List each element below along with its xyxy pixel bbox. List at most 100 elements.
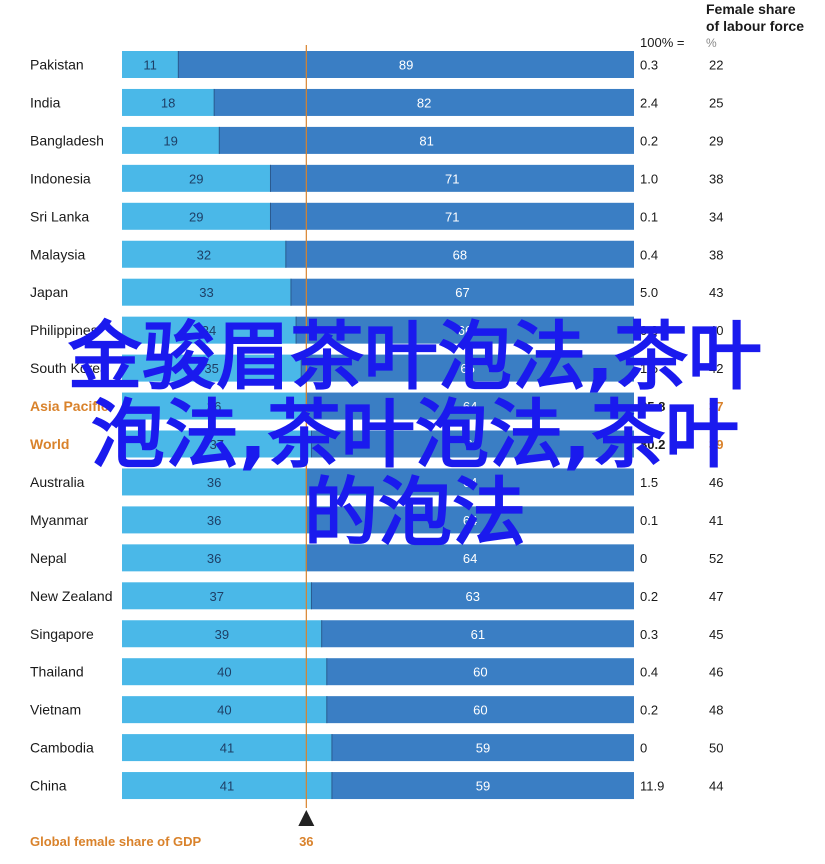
country-label: India: [30, 94, 61, 110]
female-share-header-line2: of labour force: [706, 18, 804, 34]
total-value: 0.4: [640, 247, 658, 262]
bar-male-label: 59: [476, 779, 490, 794]
bar-female-label: 29: [189, 209, 203, 224]
country-label: Vietnam: [30, 702, 81, 718]
bar-female: [122, 88, 215, 116]
country-label: Asia Pacific: [30, 398, 109, 414]
row-australia: Australia 36 64 1.5 46: [30, 468, 723, 496]
female-labour-share-value: 48: [709, 703, 723, 718]
country-label: Pakistan: [30, 57, 84, 73]
row-asia-pacific: Asia Pacific 36 64 25.8 37: [30, 392, 723, 420]
bar-female-label: 40: [217, 703, 231, 718]
total-value: 1.0: [640, 171, 658, 186]
bar-female-label: 32: [197, 247, 211, 262]
bar-female: [122, 164, 271, 192]
female-labour-share-value: 43: [709, 285, 723, 300]
bar-female-label: 40: [217, 665, 231, 680]
country-label: Japan: [30, 284, 68, 300]
row-vietnam: Vietnam 40 60 0.2 48: [30, 696, 723, 724]
female-share-unit: %: [706, 36, 717, 50]
total-value: 0: [640, 551, 647, 566]
bar-male-label: 89: [399, 58, 413, 73]
country-label: World: [30, 436, 69, 452]
row-sri-lanka: Sri Lanka 29 71 0.1 34: [30, 202, 723, 230]
bar-male: [219, 126, 634, 154]
female-labour-share-value: 42: [709, 361, 723, 376]
bar-female-label: 29: [189, 171, 203, 186]
total-value: 0.2: [640, 589, 658, 604]
bar-female-label: 36: [207, 475, 221, 490]
total-column-header: 100% =: [640, 35, 684, 50]
bar-male-label: 64: [463, 551, 477, 566]
bar-male: [326, 696, 634, 724]
female-labour-share-value: 40: [709, 323, 723, 338]
bar-female-label: 35: [204, 361, 218, 376]
bar-female-label: 36: [207, 551, 221, 566]
bar-female-label: 36: [207, 399, 221, 414]
total-value: 1.5: [640, 361, 658, 376]
bar-male: [306, 506, 634, 534]
country-label: Sri Lanka: [30, 208, 89, 224]
bar-female: [122, 468, 307, 496]
bar-male: [306, 468, 634, 496]
bar-male: [311, 582, 634, 610]
country-label: Bangladesh: [30, 132, 104, 148]
bar-female: [122, 696, 327, 724]
bar-male-label: 64: [463, 513, 477, 528]
bar-male: [270, 164, 634, 192]
country-label: New Zealand: [30, 588, 113, 604]
bar-female-label: 39: [215, 627, 229, 642]
row-indonesia: Indonesia 29 71 1.0 38: [30, 164, 723, 192]
female-labour-share-value: 45: [709, 627, 723, 642]
bar-male: [306, 392, 634, 420]
total-value: 0.3: [640, 323, 658, 338]
row-china: China 41 59 11.9 44: [30, 772, 723, 800]
country-label: Malaysia: [30, 246, 85, 262]
bar-male-label: 60: [473, 665, 487, 680]
chart-header: Female share of labour force 100% = %: [640, 1, 804, 50]
total-value: 0.3: [640, 58, 658, 73]
female-labour-share-value: 29: [709, 133, 723, 148]
bar-male: [331, 772, 634, 800]
bar-male-label: 65: [460, 361, 474, 376]
row-cambodia: Cambodia 41 59 0 50: [30, 734, 723, 762]
bar-female: [122, 430, 312, 458]
bar-female: [122, 620, 322, 648]
bar-male-label: 59: [476, 741, 490, 756]
row-nepal: Nepal 36 64 0 52: [30, 544, 723, 572]
bar-female: [122, 772, 332, 800]
bar-male: [321, 620, 634, 648]
bar-male: [301, 354, 634, 382]
total-value: 25.8: [640, 399, 665, 414]
bar-female: [122, 316, 297, 344]
female-labour-share-value: 39: [709, 437, 723, 452]
bar-male-label: 71: [445, 171, 459, 186]
total-value: 0.2: [640, 703, 658, 718]
chart-rows: Pakistan 11 89 0.3 22 India 18 82 2.4 25 Banglades…: [30, 51, 723, 800]
bar-male-label: 71: [445, 209, 459, 224]
bar-male-label: 60: [473, 703, 487, 718]
female-labour-share-value: 44: [709, 779, 723, 794]
total-value: 0.1: [640, 513, 658, 528]
country-label: Myanmar: [30, 512, 89, 528]
row-singapore: Singapore 39 61 0.3 45: [30, 620, 723, 648]
row-japan: Japan 33 67 5.0 43: [30, 278, 723, 306]
country-label: Nepal: [30, 550, 67, 566]
country-label: China: [30, 778, 67, 794]
bar-female: [122, 51, 179, 78]
country-label: Philippines: [30, 322, 98, 338]
bar-female-label: 11: [143, 58, 157, 73]
bar-male-label: 63: [465, 437, 479, 452]
bar-female-label: 41: [220, 741, 234, 756]
bar-female-label: 37: [209, 589, 223, 604]
female-labour-share-value: 41: [709, 513, 723, 528]
female-labour-share-value: 34: [709, 209, 723, 224]
bar-female-label: 19: [163, 133, 177, 148]
country-label: Singapore: [30, 626, 94, 642]
bar-male-label: 64: [463, 399, 477, 414]
bar-male: [306, 544, 634, 572]
bar-male: [331, 734, 634, 762]
total-value: 11.9: [640, 779, 664, 794]
female-labour-share-value: 50: [709, 741, 723, 756]
